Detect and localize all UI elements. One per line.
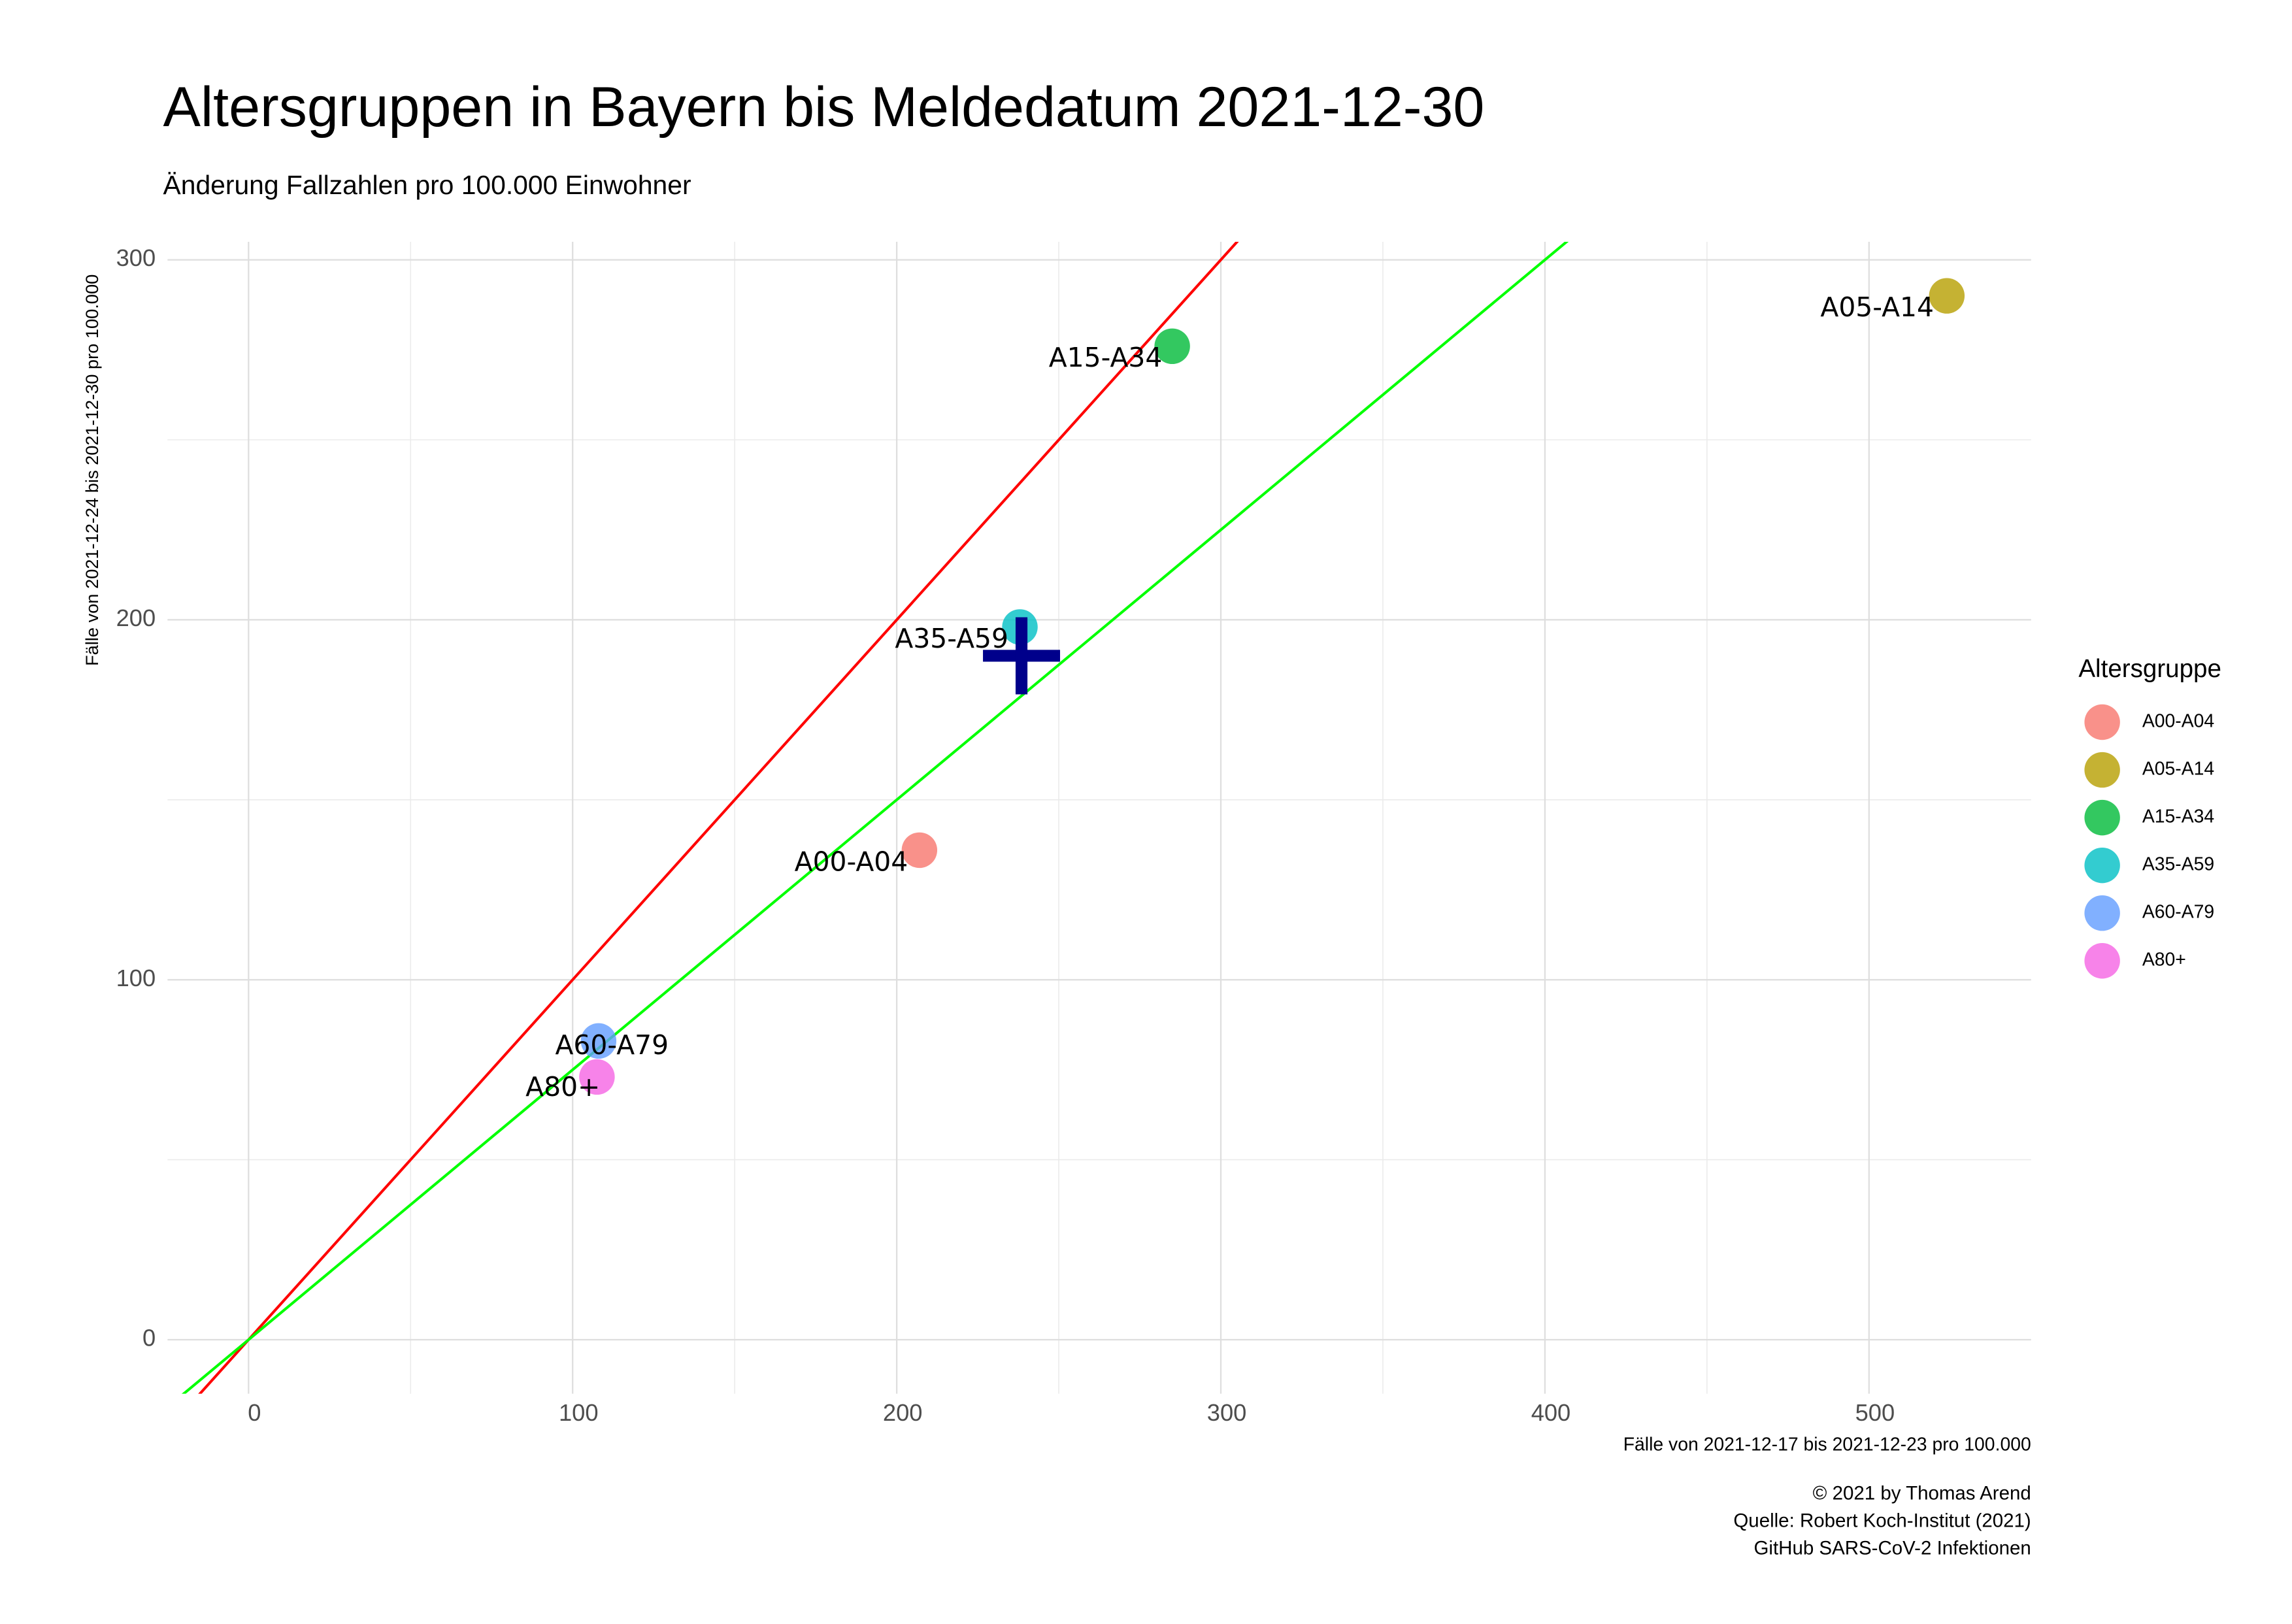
point-label: A80+ xyxy=(525,1071,600,1102)
y-axis-label: Fälle von 2021-12-24 bis 2021-12-30 pro … xyxy=(82,274,102,666)
legend-swatch xyxy=(2084,895,2120,931)
legend-swatch xyxy=(2084,799,2120,836)
point xyxy=(1154,328,1190,365)
point-label: A60-A79 xyxy=(555,1029,669,1061)
legend-label: A05-A14 xyxy=(2142,759,2214,780)
x-tick-label: 200 xyxy=(883,1399,923,1426)
legend-swatch xyxy=(2084,943,2120,979)
y-tick-label: 100 xyxy=(116,965,156,991)
x-tick-label: 500 xyxy=(1855,1399,1895,1426)
x-tick-label: 100 xyxy=(559,1399,599,1426)
caption: Quelle: Robert Koch-Institut (2021) xyxy=(1733,1510,2031,1532)
legend-label: A35-A59 xyxy=(2142,854,2214,875)
x-tick-label: 300 xyxy=(1207,1399,1247,1426)
caption: GitHub SARS-CoV-2 Infektionen xyxy=(1754,1538,2031,1559)
x-tick-label: 0 xyxy=(248,1399,261,1426)
point-label: A15-A34 xyxy=(1049,342,1163,373)
reference-lines xyxy=(181,242,1569,1394)
legend-label: A00-A04 xyxy=(2142,711,2214,732)
chart-title: Altersgruppen in Bayern bis Meldedatum 2… xyxy=(163,76,1485,139)
point xyxy=(1929,278,1965,314)
x-axis-label: Fälle von 2021-12-17 bis 2021-12-23 pro … xyxy=(1623,1434,2031,1455)
point-label: A00-A04 xyxy=(795,846,908,877)
legend-swatch xyxy=(2084,704,2120,740)
legend-label: A15-A34 xyxy=(2142,806,2214,827)
y-tick-label: 300 xyxy=(116,244,156,271)
legend-title: Altersgruppe xyxy=(2078,655,2221,683)
chart-subtitle: Änderung Fallzahlen pro 100.000 Einwohne… xyxy=(163,170,691,200)
reference-line xyxy=(181,242,1569,1394)
reference-line xyxy=(198,242,1239,1394)
y-tick-label: 200 xyxy=(116,605,156,631)
y-tick-label: 0 xyxy=(142,1325,156,1351)
point xyxy=(579,1059,615,1095)
x-tick-label: 400 xyxy=(1531,1399,1571,1426)
point-label: A05-A14 xyxy=(1820,291,1934,323)
legend-swatch xyxy=(2084,847,2120,884)
caption: © 2021 by Thomas Arend xyxy=(1813,1483,2031,1504)
point xyxy=(580,1023,617,1059)
legend-swatch xyxy=(2084,752,2120,788)
point-label: A35-A59 xyxy=(895,623,1008,654)
legend-label: A60-A79 xyxy=(2142,902,2214,923)
legend-label: A80+ xyxy=(2142,950,2186,970)
point xyxy=(901,832,938,869)
